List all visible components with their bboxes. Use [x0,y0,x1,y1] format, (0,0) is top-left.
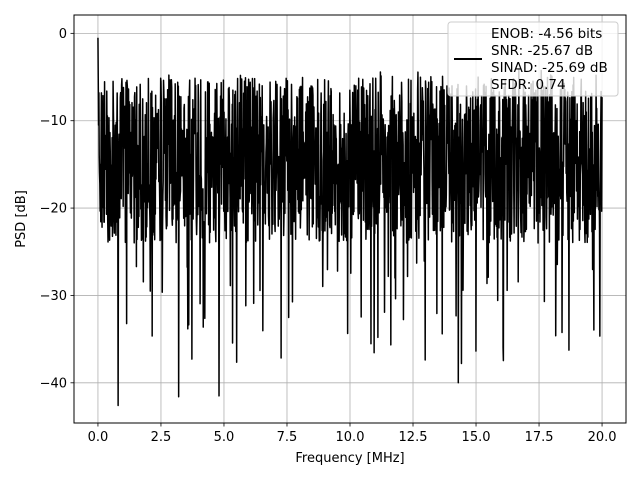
x-tick-label: 12.5 [399,430,428,445]
legend-entry-enob: ENOB: -4.56 bits [491,26,602,42]
x-tick-label: 15.0 [462,430,491,445]
legend-entry-sfdr: SFDR: 0.74 [491,77,566,93]
legend-box [447,21,619,97]
psd-series-line [97,37,603,407]
x-tick-label: 10.0 [336,430,365,445]
legend-entry-sinad: SINAD: -25.69 dB [491,60,608,76]
y-axis-label: PSD [dB] [14,190,29,248]
legend-entry-snr: SNR: -25.67 dB [491,43,593,59]
x-tick-label: 0.0 [88,430,109,445]
legend: ENOB: -4.56 bits SNR: -25.67 dB SINAD: -… [447,21,619,97]
x-tick-label: 20.0 [588,430,617,445]
x-tick-label: 2.5 [151,430,172,445]
y-tick-label: −30 [40,289,67,304]
x-tick-label: 5.0 [214,430,235,445]
y-tick-label: −40 [40,376,67,391]
y-tick-label: −10 [40,114,67,129]
x-tick-label: 7.5 [277,430,298,445]
series-layer [97,37,603,407]
y-tick-label: 0 [59,27,67,42]
x-axis-label: Frequency [MHz] [295,451,404,466]
ticks: 0.0 2.5 5.0 7.5 10.0 12.5 15.0 17.5 20.0 0 −10 −20 −… [40,27,617,445]
y-tick-label: −20 [40,202,67,217]
x-tick-label: 17.5 [525,430,554,445]
